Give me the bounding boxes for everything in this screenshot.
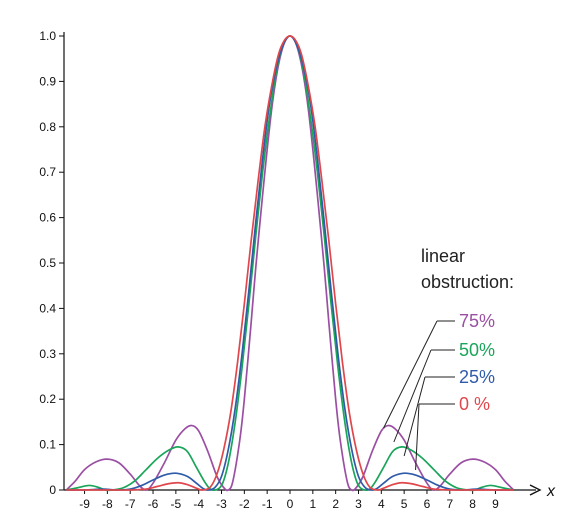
legend-title-line: obstruction: [421, 272, 514, 292]
y-tick-label: 0.1 [39, 438, 56, 452]
x-tick-label: 8 [469, 497, 476, 511]
y-tick-label: 0.2 [39, 392, 56, 406]
x-tick-label: 0 [287, 497, 294, 511]
x-tick-label: 3 [355, 497, 362, 511]
y-tick-label: 0.5 [39, 256, 56, 270]
legend-leader-diagonal [383, 320, 438, 429]
x-axis-label: x [546, 483, 556, 500]
y-tick-label: 0.7 [39, 165, 56, 179]
legend-leader-diagonal [393, 349, 432, 443]
y-tick-label: 0 [49, 483, 56, 497]
y-tick-label: 0.6 [39, 211, 56, 225]
x-axis-arrow [529, 484, 542, 496]
x-tick-label: 5 [401, 497, 408, 511]
legend-title-line: linear [421, 246, 465, 266]
x-tick-label: 9 [492, 497, 499, 511]
x-tick-label: 6 [424, 497, 431, 511]
y-tick-label: 1.0 [39, 29, 56, 43]
x-tick-label: 7 [446, 497, 453, 511]
legend-entry-label: 25% [459, 367, 495, 387]
x-tick-label: -9 [79, 497, 90, 511]
x-tick-label: -7 [125, 497, 136, 511]
series-line-4 [66, 35, 514, 491]
y-tick-label: 0.9 [39, 74, 56, 88]
legend-entry-label: 75% [459, 311, 495, 331]
y-tick-label: 0.3 [39, 347, 56, 361]
y-tick-label: 0.4 [39, 301, 56, 315]
x-tick-label: -3 [216, 497, 227, 511]
x-tick-label: 4 [378, 497, 385, 511]
x-tick-label: -6 [148, 497, 159, 511]
legend-entry-label: 50% [459, 340, 495, 360]
legend: linear obstruction: 75% 50% 25% 0 % [383, 246, 514, 471]
x-tick-label: -1 [262, 497, 273, 511]
axes: 00.10.20.30.40.50.60.70.80.91.0-9 -8 -7 -6-… [39, 29, 556, 511]
x-tick-label: -8 [102, 497, 113, 511]
legend-leader-diagonal [403, 376, 426, 457]
legend-entry-label: 0 % [459, 394, 490, 414]
legend-leader-diagonal [415, 403, 420, 471]
x-tick-label: -4 [193, 497, 204, 511]
y-tick-label: 0.8 [39, 120, 56, 134]
x-tick-label: 1 [309, 497, 316, 511]
x-tick-label: 2 [332, 497, 339, 511]
x-tick-label: -2 [239, 497, 250, 511]
x-tick-label: -5 [171, 497, 182, 511]
